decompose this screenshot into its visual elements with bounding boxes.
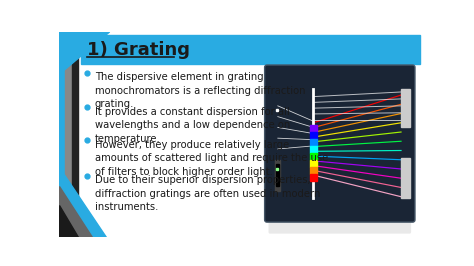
Text: However, they produce relatively large
amounts of scattered light and require th: However, they produce relatively large a…	[95, 140, 328, 177]
Bar	[65, 32, 72, 237]
Bar	[401, 158, 410, 198]
Bar	[81, 35, 420, 64]
FancyBboxPatch shape	[268, 220, 411, 234]
Text: 1) Grating: 1) Grating	[87, 41, 190, 59]
Bar	[310, 146, 317, 153]
FancyBboxPatch shape	[264, 65, 415, 222]
Text: The dispersive element in grating
monochromators is a reflecting diffraction
gra: The dispersive element in grating monoch…	[95, 72, 305, 109]
Bar	[310, 153, 317, 160]
Polygon shape	[59, 167, 106, 237]
Bar	[310, 167, 317, 174]
Bar	[275, 160, 280, 190]
Polygon shape	[59, 205, 78, 237]
Bar	[59, 32, 65, 237]
Bar	[310, 174, 317, 181]
Text: Due to their superior dispersion properties,
diffraction gratings are often used: Due to their superior dispersion propert…	[95, 175, 320, 212]
Bar	[401, 89, 410, 127]
Bar	[276, 164, 279, 186]
Text: It provides a constant dispersion for all
wavelengths and a low dependence on
te: It provides a constant dispersion for al…	[95, 107, 290, 144]
Bar	[310, 132, 317, 139]
Bar	[310, 139, 317, 146]
Bar	[310, 160, 317, 167]
Bar	[72, 32, 78, 237]
Polygon shape	[59, 186, 92, 237]
Polygon shape	[59, 32, 109, 74]
Bar	[310, 125, 317, 132]
